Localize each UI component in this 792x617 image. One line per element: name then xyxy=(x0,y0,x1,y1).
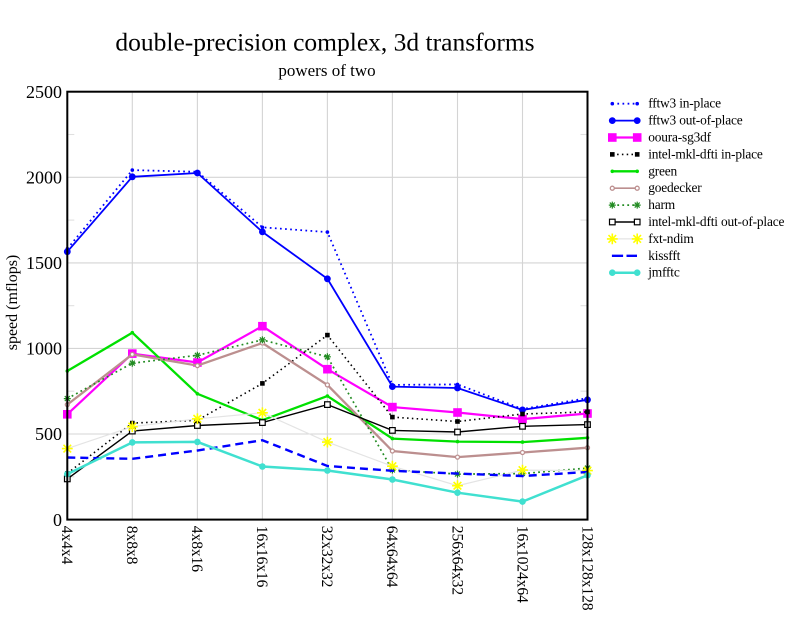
svg-text:kissfft: kissfft xyxy=(648,248,680,263)
svg-text:4x4x4: 4x4x4 xyxy=(58,526,75,565)
svg-text:harm: harm xyxy=(648,197,676,212)
svg-text:fftw3 out-of-place: fftw3 out-of-place xyxy=(648,113,743,128)
svg-text:2500: 2500 xyxy=(26,82,62,102)
svg-text:intel-mkl-dfti out-of-place: intel-mkl-dfti out-of-place xyxy=(648,214,784,229)
svg-text:128x128x128: 128x128x128 xyxy=(578,526,595,611)
svg-text:32x32x32: 32x32x32 xyxy=(318,526,335,588)
svg-text:ooura-sg3df: ooura-sg3df xyxy=(648,130,711,145)
svg-text:16x1024x64: 16x1024x64 xyxy=(513,526,530,603)
svg-text:500: 500 xyxy=(35,424,62,444)
svg-text:4x8x16: 4x8x16 xyxy=(188,526,205,572)
svg-text:fxt-ndim: fxt-ndim xyxy=(648,231,694,246)
svg-text:16x16x16: 16x16x16 xyxy=(253,526,270,588)
svg-text:double-precision complex, 3d t: double-precision complex, 3d transforms xyxy=(115,28,534,57)
svg-text:jmfftc: jmfftc xyxy=(647,265,680,280)
svg-text:intel-mkl-dfti in-place: intel-mkl-dfti in-place xyxy=(648,146,763,161)
svg-text:speed (mflops): speed (mflops) xyxy=(4,255,21,351)
svg-text:fftw3 in-place: fftw3 in-place xyxy=(648,96,721,111)
svg-text:powers of two: powers of two xyxy=(278,61,375,80)
svg-text:0: 0 xyxy=(53,510,62,530)
svg-text:2000: 2000 xyxy=(26,168,62,188)
svg-text:goedecker: goedecker xyxy=(648,180,702,195)
svg-text:8x8x8: 8x8x8 xyxy=(123,526,140,565)
svg-text:256x64x32: 256x64x32 xyxy=(448,526,465,595)
svg-text:green: green xyxy=(648,163,677,178)
svg-text:1000: 1000 xyxy=(26,339,62,359)
svg-text:64x64x64: 64x64x64 xyxy=(383,526,400,588)
svg-text:1500: 1500 xyxy=(26,253,62,273)
